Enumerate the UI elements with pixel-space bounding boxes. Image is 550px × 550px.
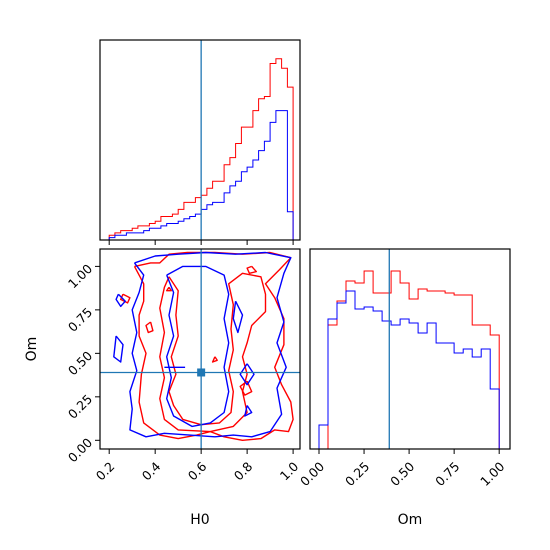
joint-contour-red-0 [133,251,294,441]
om-histogram-xlabel: Om [398,512,423,528]
joint-xtick-label: 0.4 [139,459,164,484]
om-histogram-xtick-label: 1.00 [477,459,507,489]
joint-ytick-label: 0.50 [65,348,95,378]
h0-histogram-marks [108,40,294,240]
joint-ytick-label: 0.75 [65,304,95,334]
joint-contour-red-7 [239,380,253,396]
joint-ytick-label: 0.00 [65,435,95,465]
joint-contour-red-1 [159,272,267,433]
joint-contour-blue-8 [129,251,292,438]
joint-xlabel: H0 [190,512,209,528]
joint-contour-frame [99,248,301,450]
joint-ytick-label: 1.00 [65,261,95,291]
joint-contour-red-5 [211,356,218,363]
om-histogram-xtick-label: 0.75 [432,459,462,489]
joint-contour-blue-9 [165,265,230,428]
om-histogram-xtick-label: 0.25 [342,459,372,489]
joint-contour-blue-14 [239,363,255,386]
om-histogram-marks [318,249,500,450]
joint-xtick-label: 0.6 [185,459,210,484]
om-histogram-red-series [319,270,500,450]
joint-contour-blue-11 [113,335,124,363]
joint-contour-blue-13 [232,300,244,334]
joint-xtick-label: 0.2 [93,459,118,484]
om-histogram-frame [309,248,511,450]
joint-ytick-label: 0.25 [65,391,95,421]
joint-contour-red-3 [145,321,154,334]
om-histogram-ticks: 0.00 0.25 0.50 0.75 1.00 [297,449,508,489]
om-histogram-xtick-label: 0.50 [387,459,417,489]
h0-histogram-frame [99,39,301,241]
joint-ylabel: Om [24,337,40,362]
joint-contour-panel: 0.2 0.4 0.6 0.8 1.00.000.250.500.751.00 H0 O… [24,248,301,528]
joint-truth-marker [197,368,206,377]
joint-contour-lines [113,251,294,441]
om-histogram-blue-series [318,290,500,449]
h0-histogram-panel [99,39,301,245]
joint-contour-blue-10 [115,293,127,308]
h0-histogram-ticks [108,240,294,245]
joint-contour-red-6 [246,265,257,274]
joint-xtick-label: 0.8 [231,459,256,484]
om-histogram-panel: 0.00 0.25 0.50 0.75 1.00 Om [297,248,511,528]
joint-contour-marks [100,249,300,449]
joint-contour-red-4 [165,286,173,292]
joint-contour-blue-15 [244,405,253,417]
om-histogram-xtick-label: 0.00 [297,459,327,489]
h0-histogram-blue-series [108,110,294,240]
h0-histogram-red-series [108,58,294,240]
